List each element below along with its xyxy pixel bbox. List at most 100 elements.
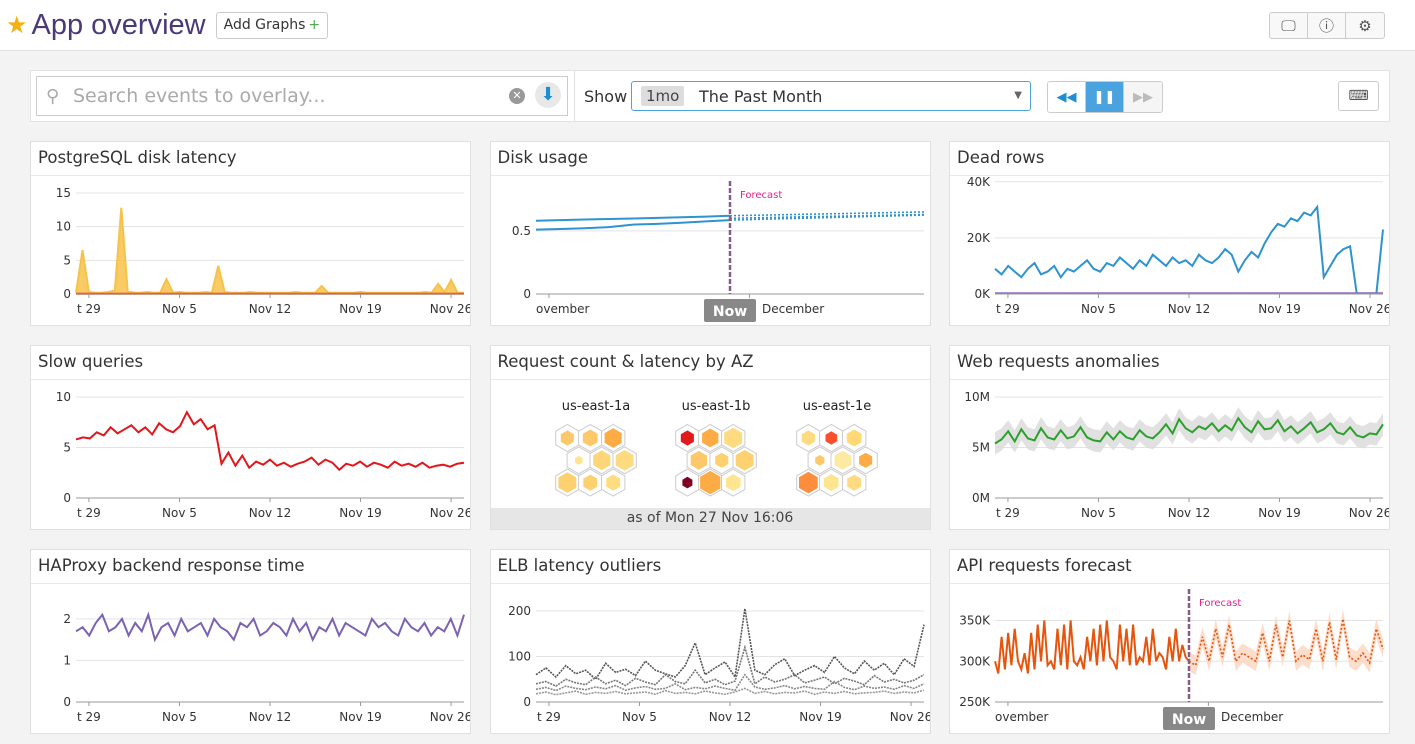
x-tick-label: Nov 12 [1168,302,1211,316]
series-elb-3[interactable] [535,673,924,692]
hex-value[interactable] [798,471,818,494]
download-icon[interactable]: ⬇ [535,82,561,108]
hex-value[interactable] [574,455,583,465]
as-of-footer: as of Mon 27 Nov 16:06 [490,508,930,529]
series-a-forecast-lo[interactable] [729,213,924,220]
y-tick-label: 20K [967,231,991,245]
x-tick-label: t 29 [996,506,1020,520]
hex-value[interactable] [858,452,872,468]
series-a-forecast[interactable] [729,211,924,217]
series-response-time[interactable] [75,611,465,643]
widget-slow-queries[interactable]: Slow queries 0 5 10 t 29 Nov 5 Nov 12 Nov 19 Nov… [30,345,471,530]
hex-value[interactable] [735,450,754,471]
time-range-select[interactable]: 1mo The Past Month ▼ [631,81,1031,111]
y-tick-label: 2 [63,612,71,626]
series-b[interactable] [535,219,730,231]
gear-icon[interactable]: ⚙ [1358,16,1372,35]
add-graphs-button[interactable]: Add Graphs + [215,11,329,39]
hex-value[interactable] [801,430,815,446]
info-icon[interactable]: ⓘ [1308,13,1346,38]
x-tick-label: December [762,302,824,316]
series-a[interactable] [535,214,730,222]
area-latency [76,207,464,294]
widget-title: Slow queries [31,346,470,380]
x-tick-label: Nov 5 [162,302,197,316]
series-slow-queries[interactable] [75,410,465,472]
band-api-forecast [1189,609,1383,676]
widget-elb-latency-outliers[interactable]: ELB latency outliers 0 100 200 t 29 Nov 5 Nov … [489,549,931,734]
hex-value[interactable] [680,430,694,446]
az-label: us-east-1a [561,399,629,414]
hex-value[interactable] [582,429,598,447]
widget-haproxy-backend-response-time[interactable]: HAProxy backend response time 0 1 2 t 29 Nov … [30,549,471,734]
rewind-button[interactable]: ◀◀ [1048,82,1086,112]
hex-value[interactable] [592,450,610,471]
series-b-forecast[interactable] [729,214,924,221]
hex-value[interactable] [823,474,839,492]
clear-icon[interactable]: ✕ [509,88,525,104]
add-graphs-label: Add Graphs [223,16,306,33]
forward-button[interactable]: ▶▶ [1124,82,1162,112]
tv-mode-icon[interactable]: 🖵 [1270,13,1308,38]
hex-value[interactable] [825,431,837,445]
az-label: us-east-1e [802,399,871,414]
widget-web-requests-anomalies[interactable]: Web requests anomalies 0M 5M 10M t 29 Nov 5 No… [949,345,1390,530]
x-tick-label: t 29 [77,506,101,520]
widget-request-count-latency-by-az[interactable]: Request count & latency by AZ us-east-1a u… [489,345,931,530]
pause-button[interactable]: ❚❚ [1086,82,1124,112]
series-elb-4[interactable] [535,687,924,696]
hex-value[interactable] [701,428,718,448]
hex-value[interactable] [814,455,824,466]
widget-api-requests-forecast[interactable]: API requests forecast 250K 300K 350K ovember… [949,549,1390,734]
widget-title: ELB latency outliers [490,550,930,584]
series-latency[interactable] [75,207,464,294]
x-tick-label: ovember [995,710,1049,724]
chart-area: 0 100 200 t 29 Nov 5 Nov 12 Nov 19 Nov 26 [508,604,930,724]
y-tick-label: 300K [959,654,991,668]
series-api-requests[interactable] [994,620,1190,674]
hex-value[interactable] [690,450,707,470]
widget-title: Web requests anomalies [950,346,1389,380]
series-elb-2[interactable] [535,644,924,688]
hex-value[interactable] [725,474,741,492]
series-elb-1[interactable] [535,608,925,681]
hex-value[interactable] [699,470,720,495]
plot-series [994,407,1384,455]
hex-value[interactable] [560,430,574,446]
x-tick-label: Nov 5 [1081,506,1116,520]
hex-value[interactable] [714,452,728,468]
x-tick-label: Nov 12 [249,506,292,520]
hex-value[interactable] [723,427,742,449]
show-label: Show [584,87,628,106]
hex-value[interactable] [605,474,620,491]
search-input[interactable] [73,83,493,109]
plot-series [75,410,465,472]
favorite-star-icon[interactable]: ★ [6,11,28,39]
hex-value[interactable] [681,476,692,489]
widget-title: PostgreSQL disk latency [31,142,470,176]
series-api-forecast[interactable] [1188,618,1384,667]
now-label: Now [1172,712,1206,728]
keyboard-shortcuts-button[interactable]: ⌨ [1338,81,1379,111]
now-label: Now [712,304,746,320]
widget-postgresql-disk-latency[interactable]: PostgreSQL disk latency 0 5 10 15 t 29 Nov 5 No… [30,141,471,326]
hex-value[interactable] [557,472,576,493]
series-web-requests[interactable] [994,416,1384,445]
forecast-label: Forecast [1199,598,1241,609]
x-tick-label: Nov 26 [889,710,930,724]
chart-area: 0K 20K 40K t 29 Nov 5 Nov 12 Nov 19 Nov 26 [967,176,1389,316]
plot-series [994,609,1384,676]
hex-value[interactable] [834,450,851,470]
widget-dead-rows[interactable]: Dead rows 0K 20K 40K t 29 Nov 5 Nov 12 Nov 19 No… [949,141,1390,326]
hex-value[interactable] [846,474,861,491]
y-tick-label: 10 [56,220,71,234]
widget-disk-usage[interactable]: Disk usage 0 0.5 ovember December Forecast Now [489,141,931,326]
hex-value[interactable] [604,428,622,448]
hex-value[interactable] [582,474,597,491]
y-tick-label: 5 [63,253,71,267]
x-tick-label: Nov 19 [799,710,842,724]
series-dead-rows[interactable] [994,204,1384,295]
header: ★ App overview Add Graphs + 🖵 ⓘ ⚙ [0,0,1415,51]
hex-value[interactable] [846,429,862,447]
hex-value[interactable] [615,450,634,471]
